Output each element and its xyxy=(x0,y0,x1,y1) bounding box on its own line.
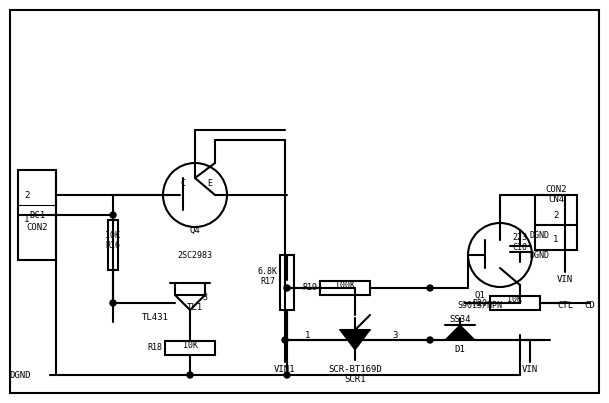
Text: 2SC2983: 2SC2983 xyxy=(177,251,213,260)
Text: TL1: TL1 xyxy=(187,303,203,312)
Bar xyxy=(490,296,540,310)
Polygon shape xyxy=(445,325,475,340)
Text: 2: 2 xyxy=(554,210,558,220)
Text: TL431: TL431 xyxy=(141,314,169,322)
Text: 223: 223 xyxy=(513,233,527,243)
Bar xyxy=(320,281,370,295)
Text: 2: 2 xyxy=(24,191,30,199)
Circle shape xyxy=(284,372,290,378)
Circle shape xyxy=(427,337,433,343)
Circle shape xyxy=(284,285,290,291)
Text: CTL: CTL xyxy=(557,301,573,310)
Text: 10K: 10K xyxy=(105,231,121,239)
Text: CON2: CON2 xyxy=(545,185,567,195)
Bar xyxy=(280,255,294,310)
Polygon shape xyxy=(340,330,370,350)
Circle shape xyxy=(110,212,116,218)
Circle shape xyxy=(282,337,288,343)
Text: Q1: Q1 xyxy=(474,291,485,299)
Bar xyxy=(18,170,56,260)
Text: R16: R16 xyxy=(105,241,121,249)
Bar xyxy=(535,195,577,250)
Circle shape xyxy=(187,372,193,378)
Text: R20: R20 xyxy=(473,299,487,307)
Circle shape xyxy=(110,300,116,306)
Text: DGND: DGND xyxy=(530,251,550,260)
Text: VIN: VIN xyxy=(557,276,573,285)
Text: 10K: 10K xyxy=(183,341,197,349)
Text: CN4: CN4 xyxy=(548,195,564,204)
Text: 100K: 100K xyxy=(335,280,355,289)
Text: DGND: DGND xyxy=(530,231,550,239)
Text: VIN1: VIN1 xyxy=(274,366,296,374)
Text: E: E xyxy=(208,179,213,187)
Text: CD: CD xyxy=(585,301,596,310)
Text: SCR1: SCR1 xyxy=(344,376,366,384)
Bar xyxy=(165,341,215,355)
Text: C10: C10 xyxy=(513,243,527,253)
Text: 6.8K: 6.8K xyxy=(258,268,278,276)
Text: 3: 3 xyxy=(392,332,398,341)
Text: D1: D1 xyxy=(455,345,465,355)
Text: 1: 1 xyxy=(554,235,558,245)
Text: 3: 3 xyxy=(203,293,208,303)
Text: R17: R17 xyxy=(261,278,275,287)
Text: CON2: CON2 xyxy=(26,224,48,233)
Text: R18: R18 xyxy=(147,343,163,353)
Bar xyxy=(108,220,118,270)
Text: SS34: SS34 xyxy=(449,316,471,324)
Text: DC1: DC1 xyxy=(29,210,45,220)
Text: Q4: Q4 xyxy=(189,226,200,235)
Text: VIN: VIN xyxy=(522,366,538,374)
Text: C: C xyxy=(180,179,186,187)
Text: SCR-BT169D: SCR-BT169D xyxy=(328,366,382,374)
Text: 1: 1 xyxy=(24,216,30,224)
Text: 10K: 10K xyxy=(507,295,523,305)
Text: DGND: DGND xyxy=(9,370,30,380)
Circle shape xyxy=(427,285,433,291)
Text: S9013/NPN: S9013/NPN xyxy=(457,301,502,310)
Text: R19: R19 xyxy=(303,283,317,293)
Text: 1: 1 xyxy=(305,332,311,341)
